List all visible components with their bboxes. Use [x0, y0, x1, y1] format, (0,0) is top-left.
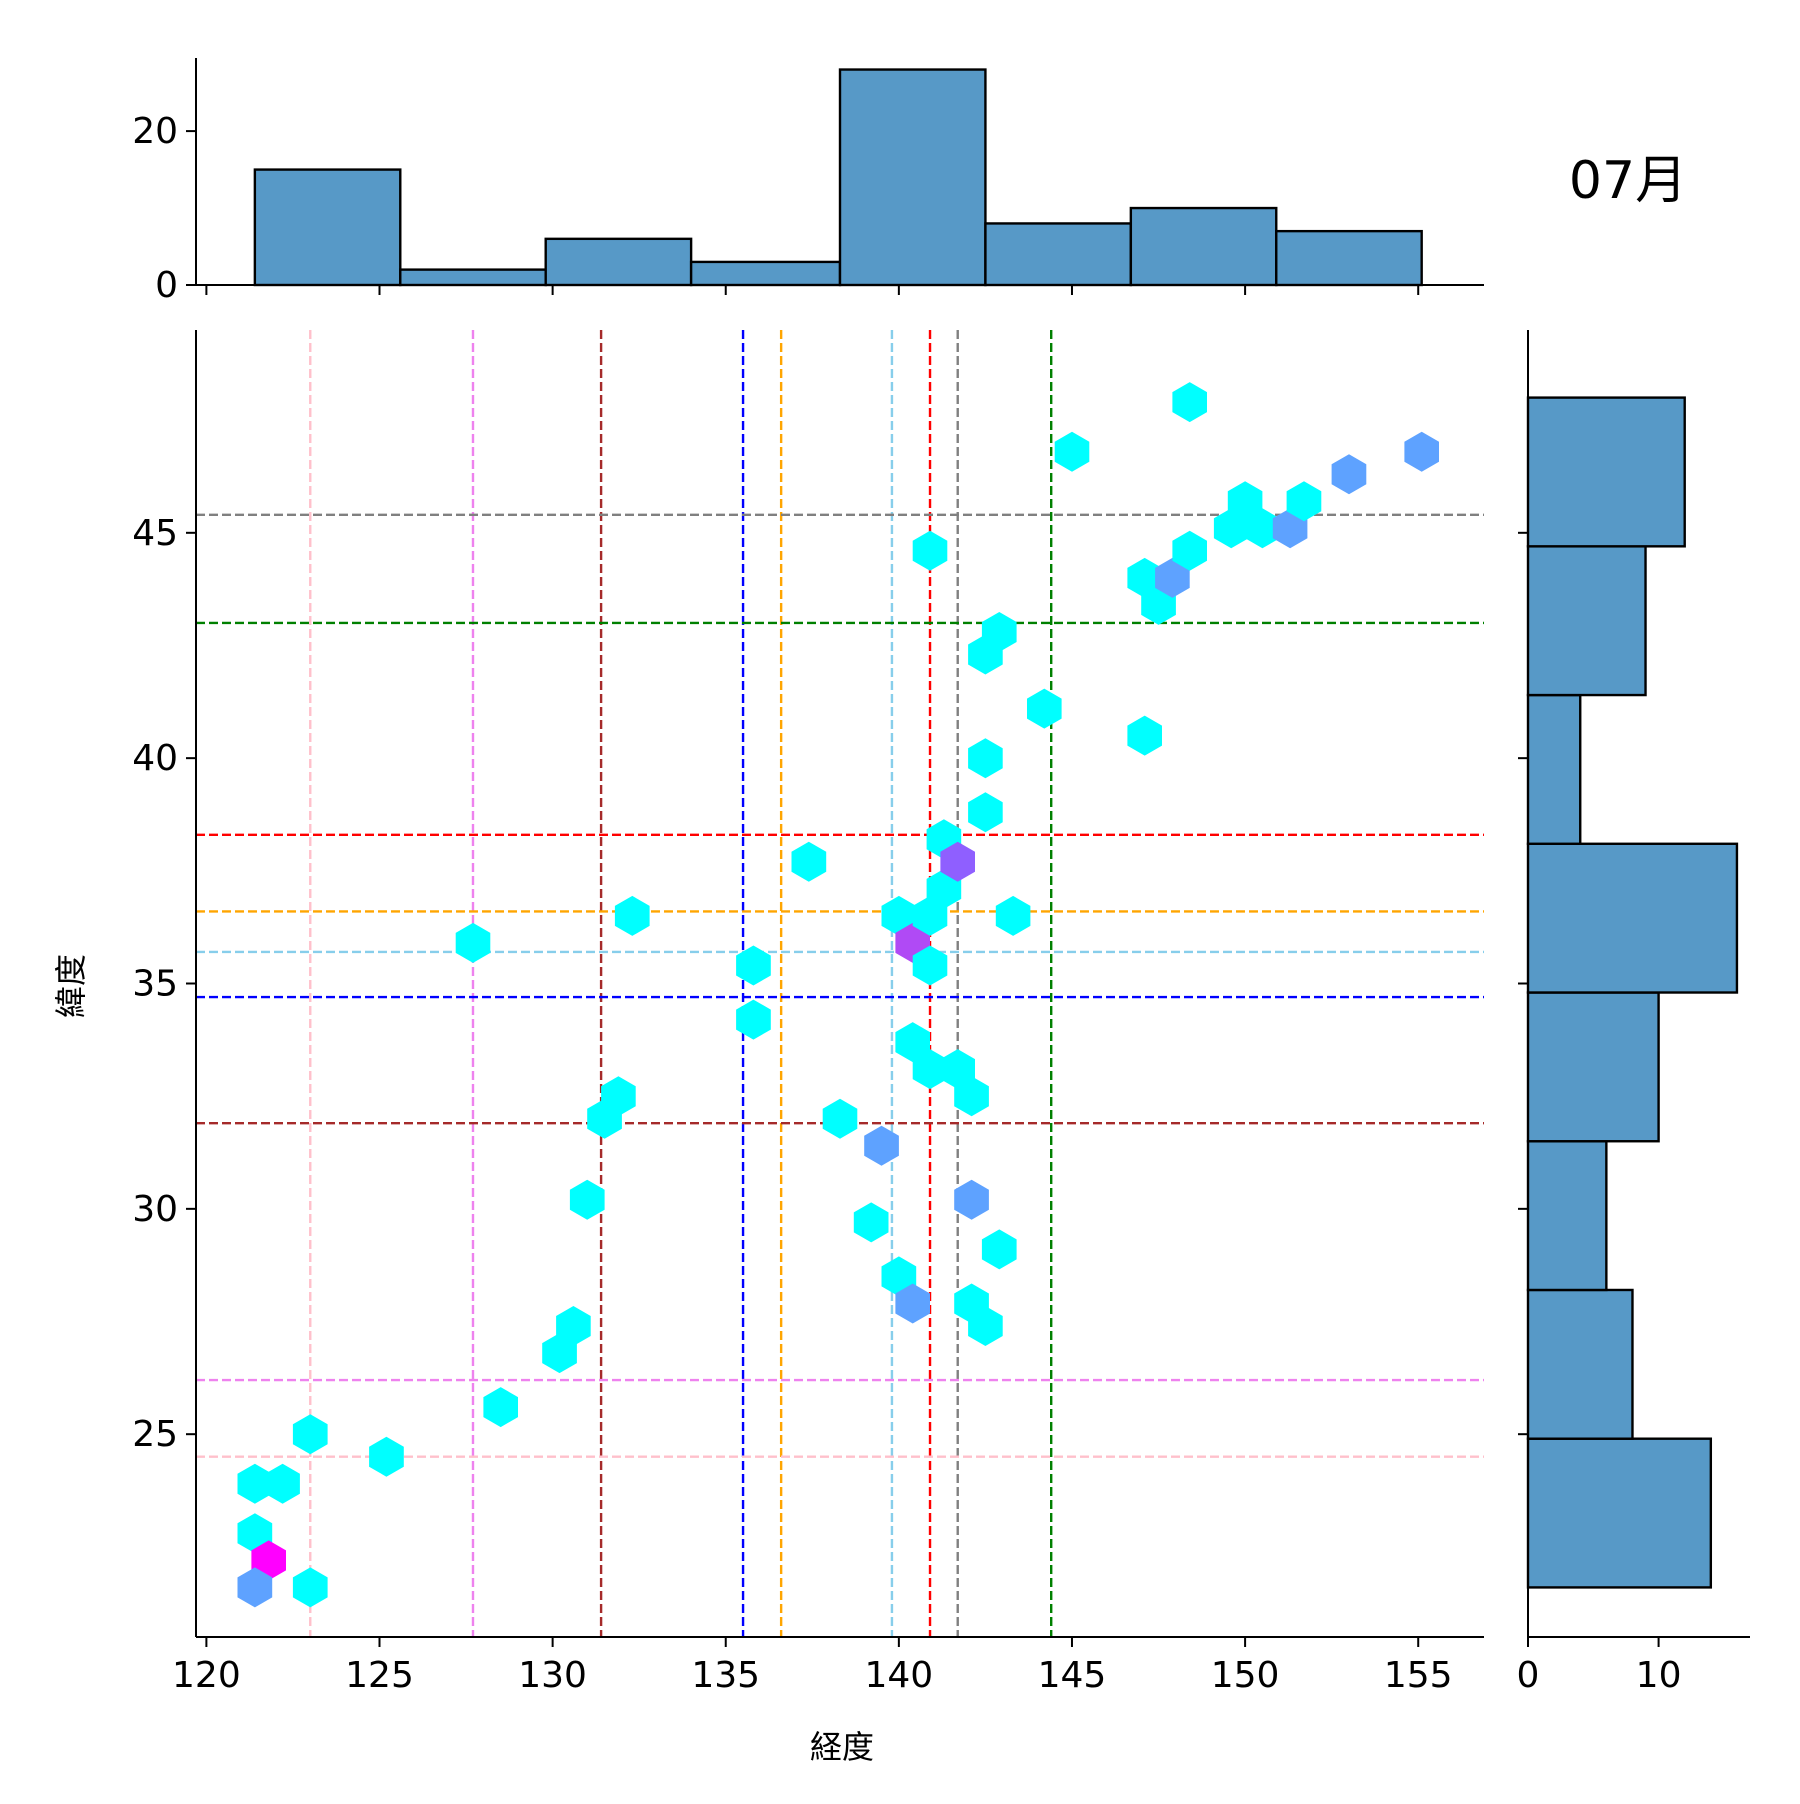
hexbin-cell	[542, 1333, 577, 1374]
month-label: 07月	[1569, 151, 1687, 211]
y-histogram-bar	[1526, 991, 1660, 1143]
y-marginal-histogram: 0 10	[1517, 330, 1750, 1696]
hexbin-cell	[968, 792, 1003, 833]
hexbin-cell	[1245, 508, 1280, 549]
hexbin-cell	[292, 1567, 328, 1608]
y-histogram-bar	[1526, 545, 1647, 697]
hexbin-cell	[1127, 715, 1162, 756]
hexbin-cell	[912, 1049, 948, 1090]
hexbin-cell	[369, 1436, 404, 1477]
hexbin-cell	[981, 612, 1017, 652]
hexbin-cell	[853, 1202, 889, 1243]
hexbin-cell	[912, 945, 948, 986]
hexbin-cell	[614, 895, 650, 936]
x-tick-label: 140	[865, 1655, 934, 1696]
hexbin-cell	[1227, 481, 1263, 522]
x-tick-label: 125	[345, 1655, 414, 1696]
hexbin-cell	[954, 1179, 989, 1220]
x-tick-label: 135	[691, 1655, 760, 1696]
hexbin-cell	[968, 1306, 1003, 1346]
hexbin-cell	[237, 1463, 273, 1504]
y-histogram-bar	[1526, 1437, 1713, 1589]
hexbin-cell	[292, 1414, 328, 1455]
y-tick-label: 45	[132, 513, 178, 554]
x-histogram-bar	[984, 222, 1133, 287]
horizontal-reference-lines	[196, 513, 1484, 1458]
main-axes: 120 125 130 135 140 145 150 155 25 30 35 40 45	[132, 330, 1484, 1696]
x-histogram-bar	[253, 168, 402, 287]
hexbin-cell	[995, 895, 1031, 936]
y-tick-label: 40	[132, 738, 178, 779]
hexbin-cell	[895, 1283, 930, 1324]
y-histogram-bar	[1526, 396, 1686, 548]
x-tick-label: 145	[1038, 1655, 1107, 1696]
x-histogram-bar	[1129, 206, 1278, 287]
hexbin-cell	[1331, 454, 1367, 495]
hexbin-cell	[1155, 557, 1190, 598]
y-tick-label: 25	[132, 1414, 178, 1455]
x-histogram-tick-label: 0	[155, 265, 178, 306]
y-histogram-bar	[1526, 842, 1739, 994]
x-tick-label: 155	[1384, 1655, 1453, 1696]
hexbin-cell	[791, 841, 827, 882]
y-histogram-bar	[1526, 693, 1582, 845]
x-histogram-bar	[1275, 229, 1423, 287]
x-marginal-histogram: 0 20	[132, 58, 1484, 306]
hexbin-cell	[912, 530, 948, 571]
hexbin-cell	[265, 1463, 300, 1504]
hexbin-cell	[940, 1049, 975, 1090]
y-tick-label: 35	[132, 964, 178, 1005]
x-histogram-tick-label: 20	[132, 111, 178, 152]
x-histogram-bar	[399, 268, 547, 287]
x-tick-label: 120	[172, 1655, 241, 1696]
hexbin-cell	[237, 1513, 273, 1554]
hexbin-cell	[954, 1076, 989, 1117]
hexbin-cell	[569, 1179, 605, 1220]
hexbin-cell	[1172, 530, 1207, 571]
hexbin-cell	[895, 1022, 930, 1063]
y-tick-label: 30	[132, 1189, 178, 1230]
y-histogram-bar	[1526, 1288, 1634, 1440]
hexbin-cell	[455, 922, 491, 963]
hexbin-cell	[1286, 481, 1322, 522]
y-histogram-tick-label: 0	[1517, 1655, 1540, 1696]
hexbin-cell	[822, 1098, 858, 1139]
hexbin-layer	[237, 382, 1439, 1608]
vertical-reference-lines	[309, 330, 1053, 1637]
hexbin-cell	[556, 1306, 591, 1346]
hexbin-cell	[926, 868, 962, 909]
x-tick-label: 150	[1211, 1655, 1280, 1696]
hexbin-cell	[864, 1125, 899, 1166]
hexbin-cell	[1172, 382, 1207, 423]
hexbin-cell	[483, 1387, 518, 1428]
hexbin-cell	[940, 841, 975, 882]
hexbin-cell	[1027, 688, 1062, 729]
x-tick-label: 130	[518, 1655, 587, 1696]
y-histogram-bar	[1526, 1140, 1608, 1292]
hexbin-cell	[1272, 508, 1308, 549]
hexbin-cell	[981, 1229, 1017, 1270]
hexbin-cell	[968, 738, 1003, 779]
hexbin-cell	[736, 945, 771, 986]
hexbin-cell	[237, 1567, 273, 1608]
hexbin-cell	[912, 895, 948, 936]
hexbin-cell	[736, 999, 771, 1040]
x-histogram-bar	[838, 68, 987, 287]
x-axis-label: 経度	[810, 1728, 874, 1766]
hexbin-cell	[1404, 431, 1439, 472]
hexbin-cell	[881, 1256, 917, 1297]
hexbin-cell	[601, 1076, 636, 1117]
x-histogram-bar	[544, 237, 693, 287]
y-histogram-tick-label: 10	[1636, 1655, 1682, 1696]
hexbin-cell	[1054, 431, 1090, 472]
x-histogram-bar	[689, 260, 842, 287]
y-axis-label: 緯度	[52, 954, 90, 1018]
